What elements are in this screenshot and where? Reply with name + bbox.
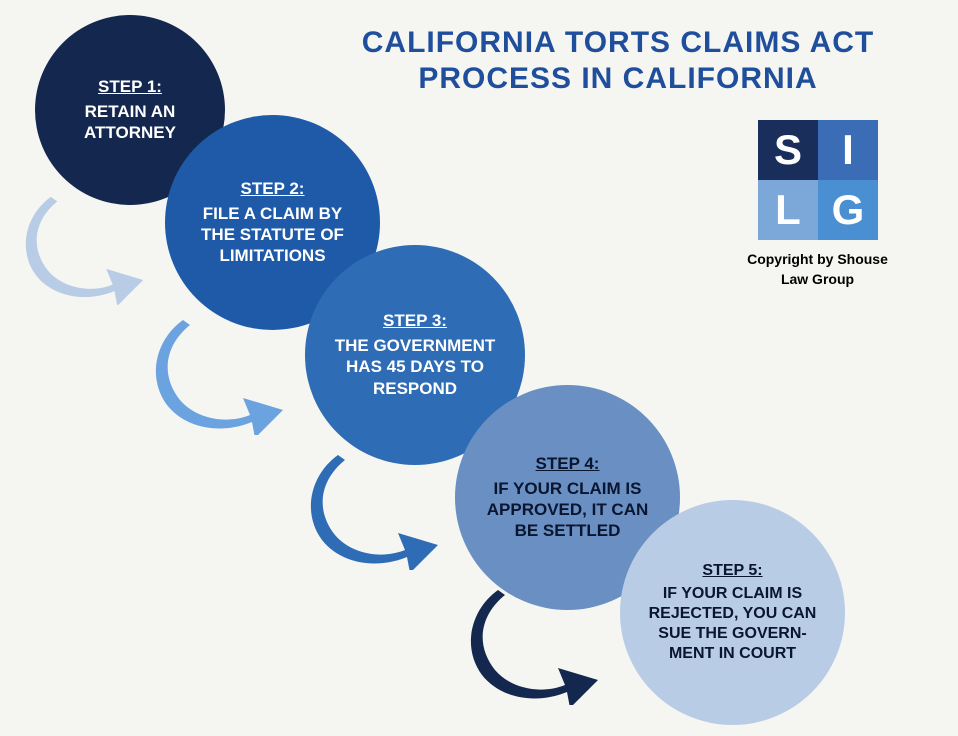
step-text: IF YOUR CLAIM IS APPROVED, IT CAN BE SET… bbox=[475, 478, 660, 542]
logo-cell-s: S bbox=[758, 120, 818, 180]
page-title: CALIFORNIA TORTS CLAIMS ACT PROCESS IN C… bbox=[348, 25, 888, 97]
copyright-text: Copyright by Shouse Law Group bbox=[745, 250, 890, 289]
flow-arrow-3 bbox=[310, 455, 440, 570]
step-circle-5: STEP 5: IF YOUR CLAIM IS REJECTED, YOU CA… bbox=[620, 500, 845, 725]
step-label: STEP 3: bbox=[383, 311, 447, 331]
step-label: STEP 1: bbox=[98, 77, 162, 97]
flow-arrow-2 bbox=[155, 320, 285, 435]
step-text: FILE A CLAIM BY THE STATUTE OF LIMITATIO… bbox=[185, 203, 360, 267]
step-text: IF YOUR CLAIM IS REJECTED, YOU CAN SUE T… bbox=[640, 584, 825, 664]
step-label: STEP 2: bbox=[241, 179, 305, 199]
step-text: THE GOVERNMENT HAS 45 DAYS TO RESPOND bbox=[325, 335, 505, 399]
flow-arrow-4 bbox=[470, 590, 600, 705]
logo-cell-i: I bbox=[818, 120, 878, 180]
step-label: STEP 4: bbox=[536, 454, 600, 474]
step-label: STEP 5: bbox=[702, 562, 762, 580]
logo-grid: S I L G bbox=[758, 120, 878, 240]
step-text: RETAIN AN ATTORNEY bbox=[55, 101, 205, 144]
logo-cell-g: G bbox=[818, 180, 878, 240]
logo-cell-l: L bbox=[758, 180, 818, 240]
logo: S I L G bbox=[758, 120, 878, 240]
flow-arrow-1 bbox=[25, 195, 145, 305]
